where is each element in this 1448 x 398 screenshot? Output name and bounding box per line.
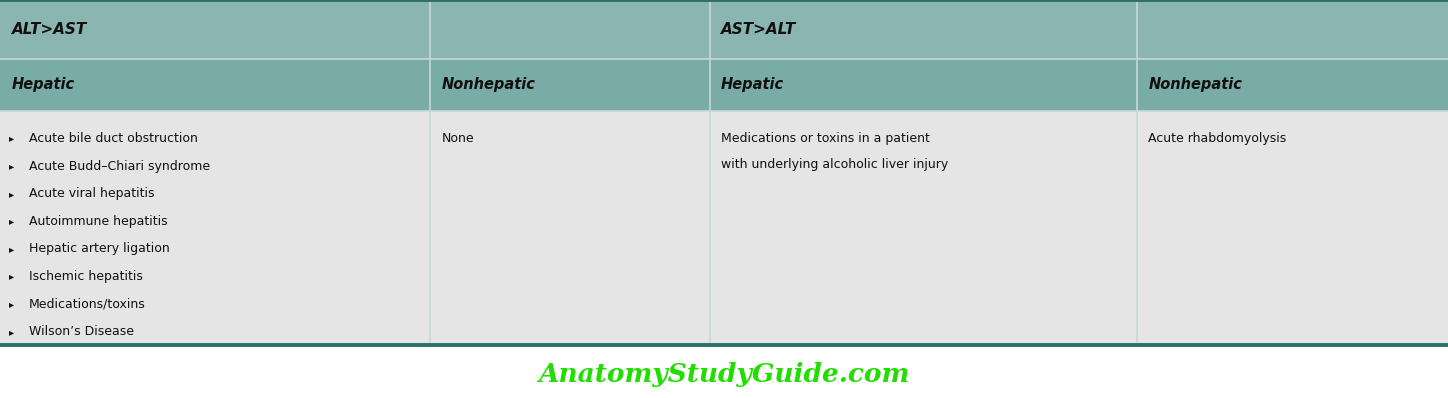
Text: Wilson’s Disease: Wilson’s Disease bbox=[29, 325, 135, 338]
Text: ▸: ▸ bbox=[9, 271, 14, 281]
Text: ▸: ▸ bbox=[9, 327, 14, 337]
Text: Medications/toxins: Medications/toxins bbox=[29, 298, 146, 310]
Text: Acute rhabdomyolysis: Acute rhabdomyolysis bbox=[1148, 132, 1286, 145]
Text: Hepatic: Hepatic bbox=[721, 77, 785, 92]
Text: Autoimmune hepatitis: Autoimmune hepatitis bbox=[29, 215, 168, 228]
Text: Acute viral hepatitis: Acute viral hepatitis bbox=[29, 187, 155, 200]
Text: Ischemic hepatitis: Ischemic hepatitis bbox=[29, 270, 143, 283]
Text: Nonhepatic: Nonhepatic bbox=[1148, 77, 1242, 92]
Text: ▸: ▸ bbox=[9, 244, 14, 254]
Text: AST>ALT: AST>ALT bbox=[721, 22, 796, 37]
Text: ▸: ▸ bbox=[9, 161, 14, 171]
Bar bbox=[0, 111, 1448, 345]
Text: Hepatic artery ligation: Hepatic artery ligation bbox=[29, 242, 169, 256]
Bar bbox=[0, 0, 710, 59]
Text: Nonhepatic: Nonhepatic bbox=[442, 77, 536, 92]
Text: ▸: ▸ bbox=[9, 189, 14, 199]
Text: ▸: ▸ bbox=[9, 216, 14, 226]
Bar bbox=[0, 59, 1448, 111]
Text: with underlying alcoholic liver injury: with underlying alcoholic liver injury bbox=[721, 158, 948, 171]
Text: ▸: ▸ bbox=[9, 299, 14, 309]
Text: Acute bile duct obstruction: Acute bile duct obstruction bbox=[29, 132, 198, 145]
Bar bbox=[710, 0, 1448, 59]
Text: Medications or toxins in a patient: Medications or toxins in a patient bbox=[721, 132, 930, 145]
Bar bbox=[0, 345, 1448, 398]
Text: Acute Budd–Chiari syndrome: Acute Budd–Chiari syndrome bbox=[29, 160, 210, 173]
Text: ALT>AST: ALT>AST bbox=[12, 22, 87, 37]
Text: ▸: ▸ bbox=[9, 133, 14, 144]
Text: AnatomyStudyGuide.com: AnatomyStudyGuide.com bbox=[539, 362, 909, 387]
Text: Hepatic: Hepatic bbox=[12, 77, 75, 92]
Text: None: None bbox=[442, 132, 475, 145]
